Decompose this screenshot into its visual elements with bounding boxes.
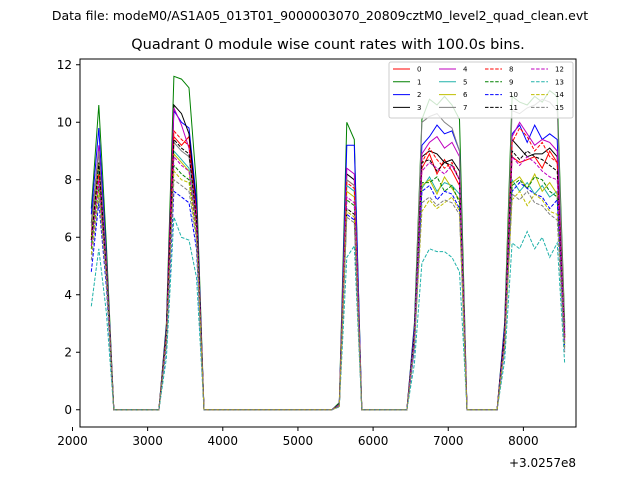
x-tick-label: 3000 — [132, 434, 163, 448]
series-line-15 — [90, 178, 566, 411]
x-tick-label: 4000 — [208, 434, 239, 448]
legend-label-3: 3 — [417, 104, 421, 112]
y-tick-label: 12 — [57, 58, 72, 72]
legend-label-5: 5 — [463, 78, 467, 86]
suptitle: Data file: modeM0/AS1A05_013T01_90000030… — [52, 8, 588, 23]
legend-label-8: 8 — [509, 66, 513, 74]
y-tick-label: 6 — [64, 230, 72, 244]
legend-label-14: 14 — [555, 91, 564, 99]
x-tick-label: 5000 — [283, 434, 314, 448]
legend-label-10: 10 — [509, 91, 518, 99]
legend-label-7: 7 — [463, 104, 467, 112]
x-axis: 2000 3000 4000 5000 6000 7000 8000 — [57, 427, 539, 448]
axes-frame — [79, 58, 577, 428]
x-tick-label: 6000 — [358, 434, 389, 448]
y-tick-label: 4 — [64, 288, 72, 302]
legend-box — [388, 61, 574, 119]
series-layer — [90, 75, 566, 411]
y-tick-label: 8 — [64, 173, 72, 187]
legend-label-12: 12 — [555, 66, 564, 74]
legend-label-11: 11 — [509, 104, 518, 112]
legend-label-1: 1 — [417, 78, 421, 86]
x-tick-label: 7000 — [433, 434, 464, 448]
legend-label-0: 0 — [417, 66, 421, 74]
legend-label-9: 9 — [509, 78, 513, 86]
legend-label-4: 4 — [463, 66, 468, 74]
y-tick-label: 10 — [57, 115, 72, 129]
y-tick-label: 0 — [64, 403, 72, 417]
x-tick-label: 2000 — [57, 434, 88, 448]
legend-label-15: 15 — [555, 104, 564, 112]
legend-label-2: 2 — [417, 91, 421, 99]
x-tick-label: 8000 — [508, 434, 539, 448]
legend-label-13: 13 — [555, 78, 564, 86]
y-axis: 0 2 4 6 8 10 12 — [57, 58, 80, 417]
legend-label-6: 6 — [463, 91, 468, 99]
x-axis-offset-label: +3.0257e8 — [509, 456, 576, 470]
chart-title: Quadrant 0 module wise count rates with … — [131, 37, 525, 53]
y-tick-label: 2 — [64, 345, 72, 359]
